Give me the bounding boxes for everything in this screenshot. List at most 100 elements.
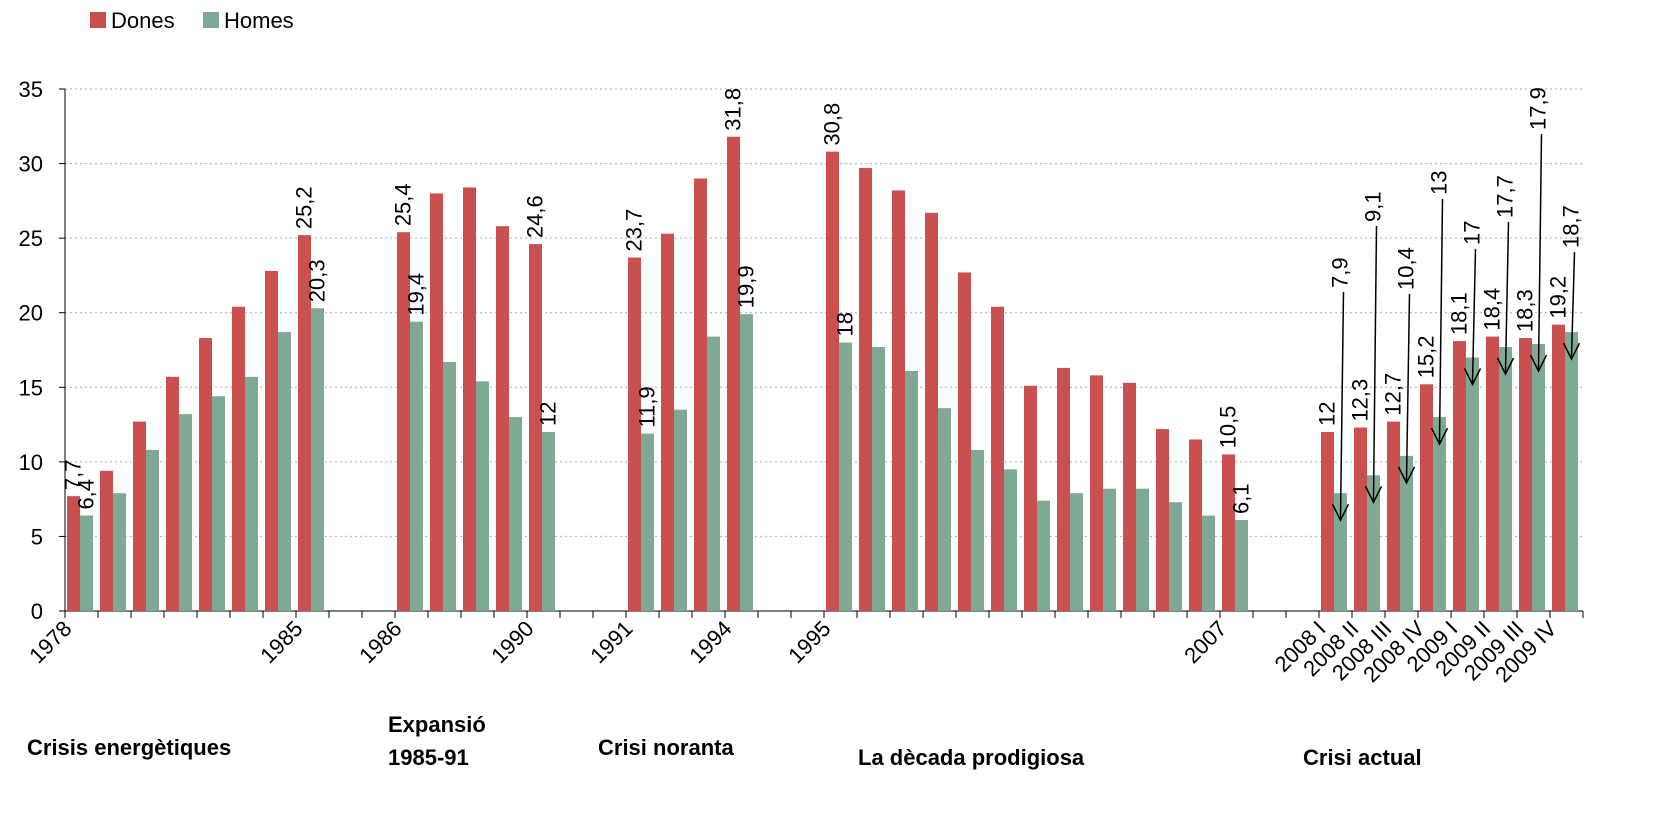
value-label: 7,9: [1328, 257, 1353, 288]
bar: [1499, 347, 1512, 611]
value-label: 17,7: [1493, 175, 1518, 218]
leader-arrow: [1331, 503, 1350, 522]
bar: [542, 432, 555, 611]
bar: [661, 233, 674, 611]
bar: [707, 336, 720, 611]
bar: [1519, 338, 1532, 611]
bar: [1453, 341, 1466, 611]
bar: [1103, 488, 1116, 611]
bar: [958, 272, 971, 611]
value-label: 25,2: [292, 186, 317, 229]
bar: [529, 244, 542, 611]
value-label: 19,2: [1546, 276, 1571, 319]
bar: [1090, 375, 1103, 611]
bar: [1466, 357, 1479, 611]
leader-line: [1372, 225, 1378, 501]
bar: [641, 433, 654, 611]
leader-arrow: [1463, 368, 1482, 387]
y-tick-label: 0: [31, 599, 43, 624]
leader-arrow: [1397, 466, 1416, 485]
legend-label: Homes: [224, 8, 294, 33]
bar: [133, 421, 146, 611]
bar: [166, 376, 179, 611]
bar: [265, 270, 278, 611]
group-annotation: Crisis energètiques: [27, 735, 231, 760]
bar: [1222, 454, 1235, 611]
value-label: 17,9: [1526, 87, 1551, 130]
value-label: 10,4: [1394, 247, 1419, 290]
bar: [1367, 475, 1380, 611]
value-label: 15,2: [1414, 335, 1439, 378]
bar: [1189, 439, 1202, 611]
bar: [674, 409, 687, 611]
legend-swatch: [203, 12, 219, 28]
bar: [1387, 421, 1400, 611]
y-tick-label: 5: [31, 524, 43, 549]
bar: [496, 226, 509, 611]
leader-line: [1438, 198, 1444, 443]
bar: [938, 408, 951, 611]
value-label: 30,8: [820, 103, 845, 146]
bar: [859, 168, 872, 611]
bar: [740, 314, 753, 611]
bar: [839, 342, 852, 611]
bar: [113, 493, 126, 611]
bar: [1057, 367, 1070, 611]
bar: [298, 235, 311, 611]
value-label: 9,1: [1361, 191, 1386, 222]
leader-line: [1405, 293, 1411, 481]
y-tick-label: 20: [19, 301, 43, 326]
leader-arrow: [1430, 427, 1449, 446]
bar: [1420, 384, 1433, 611]
bar: [476, 381, 489, 611]
value-label: 19,4: [404, 273, 429, 316]
bar: [1202, 515, 1215, 611]
value-label: 12,3: [1348, 379, 1373, 422]
bar: [311, 308, 324, 611]
bar: [232, 306, 245, 611]
y-tick-label: 30: [19, 152, 43, 177]
bar: [1532, 344, 1545, 611]
value-label: 12,7: [1381, 373, 1406, 416]
bar: [1321, 432, 1334, 611]
value-label: 25,4: [391, 183, 416, 226]
bar: [463, 187, 476, 612]
x-tick-label: 1994: [684, 616, 736, 668]
value-label: 11,9: [635, 386, 660, 427]
value-label: 12: [536, 402, 561, 426]
leader-arrow: [1496, 357, 1515, 376]
bar: [694, 178, 707, 611]
leader-arrow: [1562, 342, 1581, 361]
bar: [245, 376, 258, 611]
bar: [199, 338, 212, 611]
bar: [1486, 336, 1499, 611]
value-label: 17: [1460, 221, 1485, 245]
bar: [971, 449, 984, 611]
value-label: 13: [1427, 171, 1452, 195]
bar: [872, 347, 885, 611]
bar: [1136, 488, 1149, 611]
bar: [1235, 520, 1248, 611]
bar: [1004, 469, 1017, 611]
bar: [509, 417, 522, 611]
x-tick-label: 1985: [255, 616, 307, 668]
bar: [100, 470, 113, 611]
bar: [727, 136, 740, 611]
group-annotation: La dècada prodigiosa: [858, 745, 1085, 770]
bar: [1565, 332, 1578, 611]
value-label: 19,9: [734, 265, 759, 308]
x-tick-label: 1995: [783, 616, 835, 668]
leader-line: [1570, 251, 1576, 358]
value-label: 12: [1315, 402, 1340, 426]
x-tick-label: 2007: [1179, 616, 1231, 668]
y-tick-label: 35: [19, 77, 43, 102]
leader-arrow: [1364, 485, 1383, 504]
bar: [892, 190, 905, 611]
bar: [1169, 502, 1182, 611]
bar: [628, 257, 641, 611]
value-label: 24,6: [523, 195, 548, 238]
group-annotation: 1985-91: [388, 745, 469, 770]
value-label: 20,3: [305, 259, 330, 302]
